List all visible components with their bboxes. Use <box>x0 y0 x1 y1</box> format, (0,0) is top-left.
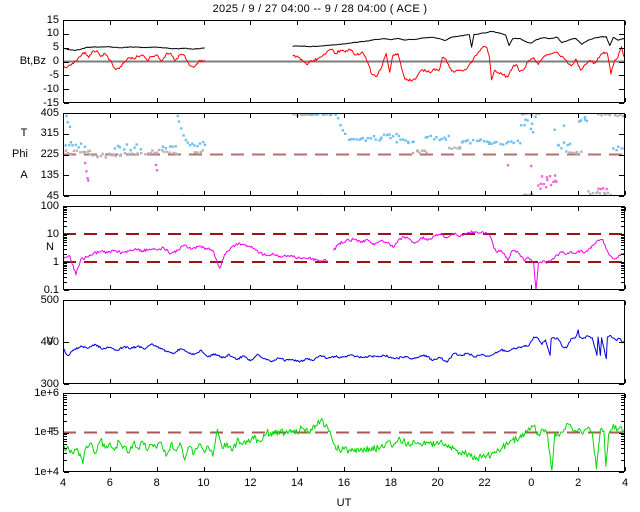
density-axis-label: N <box>46 241 54 253</box>
x-tick-label: 4 <box>621 477 629 489</box>
x-tick-label: 18 <box>384 477 397 489</box>
x-tick-label: 14 <box>291 477 304 489</box>
phi-scatter <box>63 113 625 196</box>
phi-axis-label-a: A <box>20 169 28 181</box>
n-line <box>333 230 625 290</box>
n-line <box>63 242 328 276</box>
mag-axis-label: Bt,Bz <box>19 55 46 67</box>
density-frame <box>63 206 625 290</box>
y-tick-label: 1 <box>52 255 59 268</box>
y-tick-label: 100 <box>40 199 59 212</box>
x-tick-label: 8 <box>153 477 160 489</box>
x-tick-label: 16 <box>337 477 351 489</box>
y-tick-label: 0 <box>52 55 59 67</box>
y-tick-label: 300 <box>40 377 59 390</box>
y-tick-label: -15 <box>43 96 59 109</box>
x-axis-label: UT <box>336 497 352 509</box>
t-line <box>63 418 625 471</box>
y-tick-label: 1e+6 <box>34 386 59 399</box>
y-tick-label: 0.1 <box>43 283 59 296</box>
y-tick-label: 405 <box>40 106 59 119</box>
y-tick-label: 15 <box>46 13 59 26</box>
y-tick-label: 225 <box>40 148 59 160</box>
bz-line <box>292 46 625 82</box>
v-line <box>63 329 625 363</box>
bt-line <box>63 46 205 51</box>
y-tick-label: 5 <box>52 41 59 54</box>
x-tick-label: 22 <box>478 477 491 489</box>
bz-line <box>63 50 205 70</box>
phi-frame <box>63 113 625 196</box>
x-tick-label: 10 <box>197 477 210 489</box>
y-tick-label: 1e+4 <box>34 465 59 478</box>
y-tick-label: -5 <box>49 68 59 81</box>
x-tick-label: 6 <box>106 477 113 489</box>
x-tick-label: 12 <box>244 477 257 489</box>
temp-frame <box>63 393 625 472</box>
y-tick-label: 45 <box>46 189 59 202</box>
y-tick-label: 10 <box>46 27 59 40</box>
speed-frame <box>63 300 625 384</box>
y-tick-label: -10 <box>43 82 59 95</box>
plot-title: 2025 / 9 / 27 04:00 -- 9 / 28 04:00 ( AC… <box>212 3 428 15</box>
y-tick-label: 135 <box>40 168 59 181</box>
y-tick-label: 315 <box>40 127 59 140</box>
phi-axis-label-phi: Phi <box>12 148 28 160</box>
phi-axis-label-t: T <box>20 127 28 139</box>
temp-axis-label: T <box>48 426 56 438</box>
x-tick-label: 2 <box>575 477 582 489</box>
x-tick-label: 4 <box>59 477 67 489</box>
speed-axis-label: V <box>46 335 54 347</box>
x-tick-label: 0 <box>528 477 535 489</box>
y-tick-label: 400 <box>40 335 59 348</box>
y-tick-label: 10 <box>46 227 59 240</box>
mag-frame <box>63 20 625 103</box>
bt-line <box>292 30 625 48</box>
y-tick-label: 500 <box>40 293 59 306</box>
y-tick-label: 1e+5 <box>34 426 59 438</box>
x-tick-label: 20 <box>431 477 444 489</box>
